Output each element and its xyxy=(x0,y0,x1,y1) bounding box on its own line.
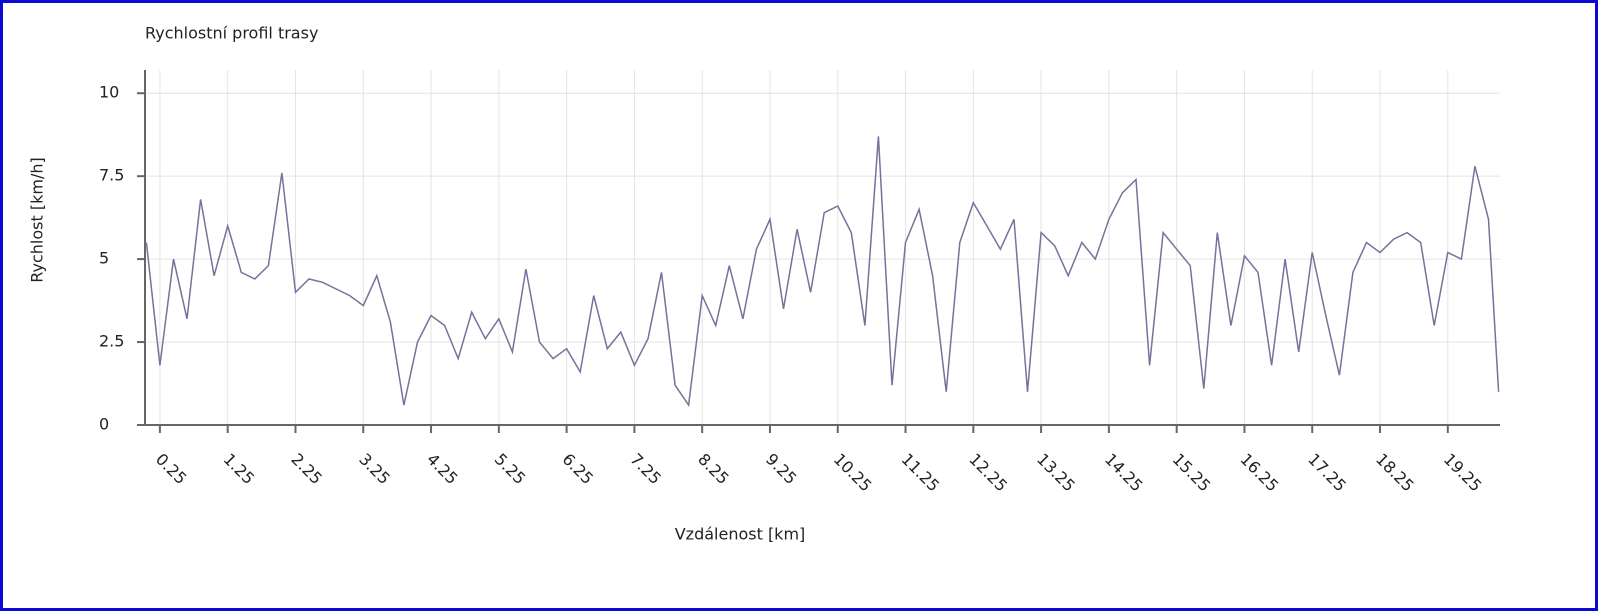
y-tick-label: 0 xyxy=(99,415,109,434)
x-tick-label: 13.25 xyxy=(1033,450,1079,496)
x-axis-label: Vzdálenost [km] xyxy=(675,525,806,544)
y-tick-label: 10 xyxy=(99,83,119,102)
x-tick-label: 8.25 xyxy=(694,450,733,489)
x-tick-label: 14.25 xyxy=(1101,450,1147,496)
x-tick-label: 15.25 xyxy=(1169,450,1215,496)
chart-title: Rychlostní profil trasy xyxy=(145,24,318,43)
speed-line xyxy=(145,136,1500,408)
y-tick-label: 5 xyxy=(99,249,109,268)
x-tick-label: 4.25 xyxy=(423,450,462,489)
y-tick-label: 2.5 xyxy=(99,332,124,351)
y-tick-label: 7.5 xyxy=(99,166,124,185)
x-tick-label: 0.25 xyxy=(152,450,191,489)
x-tick-label: 5.25 xyxy=(491,450,530,489)
y-axis-label: Rychlost [km/h] xyxy=(28,157,47,282)
x-tick-label: 10.25 xyxy=(830,450,876,496)
x-tick-label: 18.25 xyxy=(1372,450,1418,496)
x-tick-label: 6.25 xyxy=(559,450,598,489)
x-tick-label: 3.25 xyxy=(355,450,394,489)
x-tick-label: 17.25 xyxy=(1304,450,1350,496)
x-tick-label: 2.25 xyxy=(287,450,326,489)
x-tick-label: 9.25 xyxy=(762,450,801,489)
x-tick-label: 19.25 xyxy=(1440,450,1486,496)
x-tick-label: 16.25 xyxy=(1236,450,1282,496)
x-tick-label: 1.25 xyxy=(220,450,259,489)
x-tick-label: 11.25 xyxy=(898,450,944,496)
x-tick-label: 7.25 xyxy=(626,450,665,489)
x-tick-label: 12.25 xyxy=(965,450,1011,496)
